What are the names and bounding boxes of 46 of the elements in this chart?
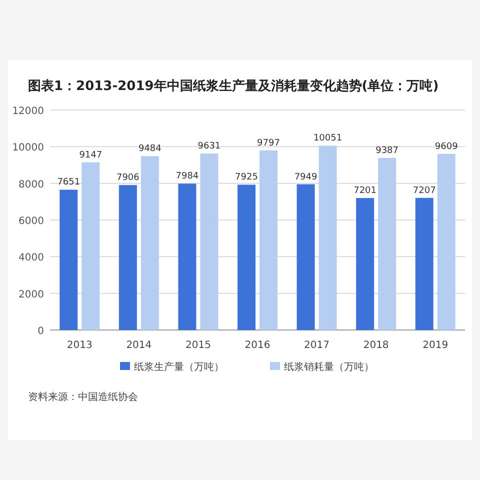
data-label: 7651 — [57, 178, 80, 188]
y-tick-label: 4000 — [18, 252, 44, 264]
bar — [296, 184, 315, 330]
bar — [260, 150, 278, 330]
text: 资料来源：中国造纸协会 — [28, 391, 138, 403]
data-label: 7984 — [176, 172, 199, 182]
data-label: 7925 — [235, 172, 258, 183]
bar — [118, 185, 137, 330]
bar — [140, 156, 159, 330]
data-label: 7207 — [412, 186, 436, 196]
data-label: 7949 — [294, 172, 318, 182]
bar — [318, 146, 337, 330]
bar — [178, 184, 196, 330]
x-tick-label: 2015 — [185, 340, 211, 351]
data-label: 9484 — [138, 144, 162, 154]
data-label: 9387 — [376, 146, 399, 156]
y-tick-label: 6000 — [18, 216, 44, 227]
y-tick-label: 10000 — [12, 142, 44, 154]
bar — [200, 153, 218, 330]
data-label: 9797 — [257, 138, 280, 148]
bar — [356, 198, 374, 330]
y-tick-label: 12000 — [12, 106, 44, 117]
y-tick-label: 2000 — [18, 289, 44, 300]
bar — [437, 154, 456, 330]
data-label: 10051 — [313, 134, 342, 144]
x-tick-label: 2016 — [244, 340, 270, 351]
x-tick-label: 2019 — [422, 340, 448, 351]
bar — [415, 198, 434, 330]
x-tick-label: 2018 — [363, 340, 389, 351]
bar — [82, 162, 100, 330]
bar — [60, 190, 78, 330]
y-tick-label: 0 — [38, 326, 44, 337]
y-tick-label: 8000 — [18, 179, 44, 190]
chart-title: 图表1：2013-2019年中国纸浆生产量及消耗量变化趋势(单位：万吨) — [28, 78, 439, 94]
bar — [378, 158, 396, 330]
x-tick-label: 2017 — [304, 340, 330, 351]
legend-label: 纸浆生产量（万吨） — [134, 361, 224, 373]
data-label: 7201 — [354, 186, 377, 196]
x-tick-label: 2014 — [126, 340, 152, 351]
data-label: 9147 — [79, 150, 102, 160]
data-label: 9609 — [434, 142, 458, 152]
bar — [238, 184, 256, 330]
data-label: 9631 — [198, 141, 221, 152]
x-tick-label: 2013 — [66, 340, 92, 351]
legend-label: 纸浆销耗量（万吨） — [284, 361, 374, 373]
data-label: 7906 — [116, 173, 140, 184]
